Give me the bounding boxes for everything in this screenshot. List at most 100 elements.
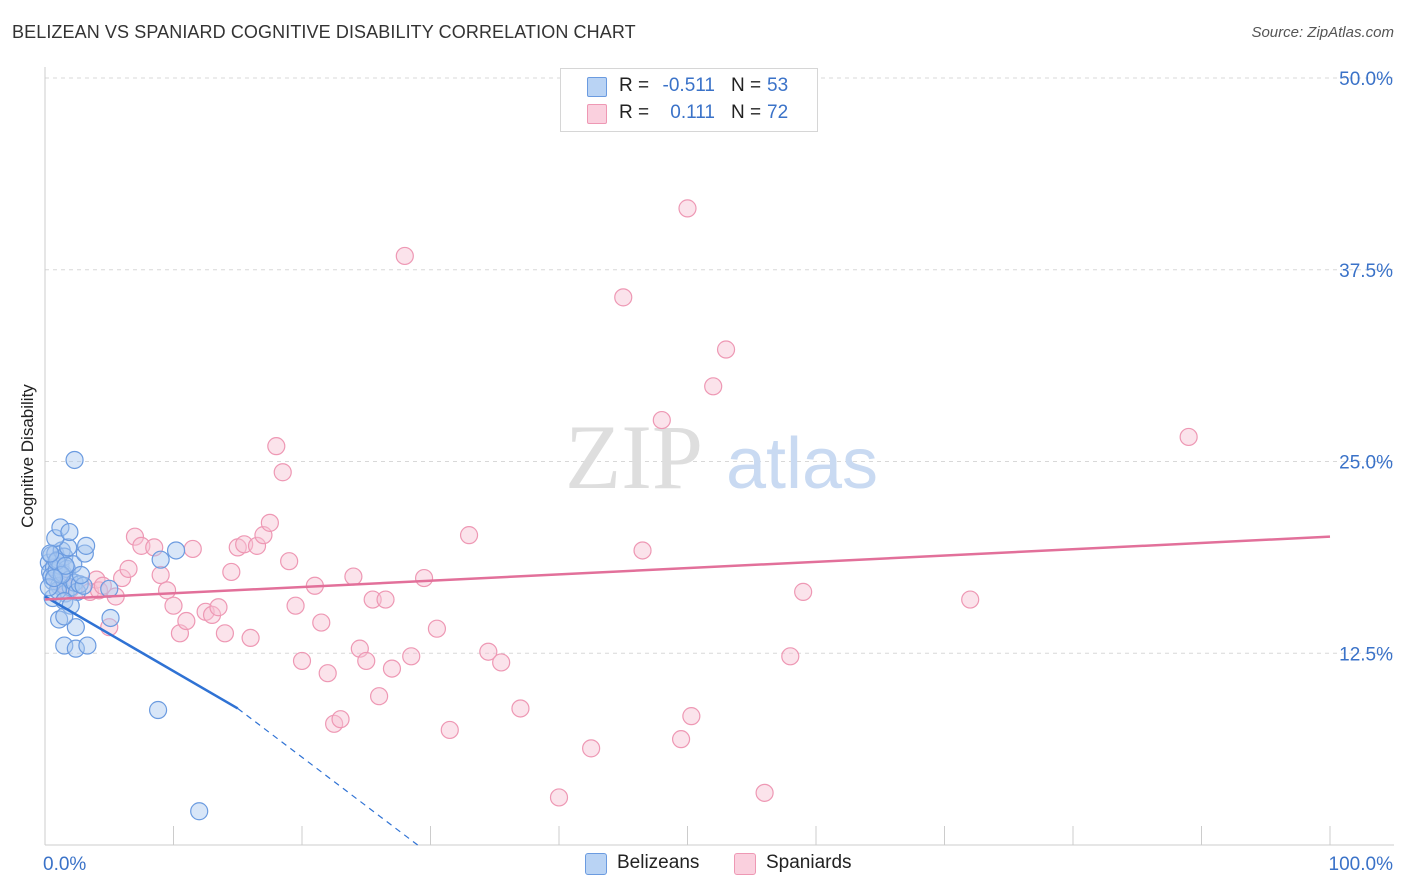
- spaniard-point: [222, 562, 241, 582]
- spaniard-point: [183, 539, 202, 559]
- spaniard-point: [633, 541, 652, 560]
- trend-lines: [44, 535, 1331, 846]
- belizean-point: [151, 550, 170, 569]
- spaniard-point: [260, 513, 279, 532]
- belizean-point: [39, 578, 58, 597]
- spaniard-trend-line: [44, 535, 1331, 601]
- spaniard-point: [312, 613, 331, 632]
- belizean-point: [51, 518, 70, 537]
- legend-r-label: R =: [619, 75, 650, 96]
- spaniard-point: [119, 559, 138, 578]
- spaniard-point: [286, 596, 305, 615]
- spaniard-point: [395, 246, 414, 266]
- legend-label-spaniards: Spaniards: [766, 852, 852, 873]
- spaniard-point: [652, 410, 671, 430]
- spaniard-point: [794, 582, 813, 601]
- legend-swatch-blue: [587, 77, 607, 97]
- watermark-atlas: atlas: [726, 424, 878, 504]
- legend-r-label: R =: [619, 102, 650, 123]
- spaniard-point: [682, 707, 701, 726]
- spaniard-point: [961, 590, 980, 609]
- spaniard-point: [614, 288, 633, 307]
- belizean-point: [190, 802, 209, 821]
- legend-n-value: 72: [767, 102, 789, 123]
- belizean-point: [50, 610, 69, 629]
- belizean-point: [55, 636, 74, 655]
- spaniard-point: [479, 642, 498, 661]
- spaniard-point: [344, 567, 363, 586]
- spaniard-point: [247, 536, 267, 555]
- spaniard-point: [215, 624, 234, 643]
- chart-title: BELIZEAN VS SPANIARD COGNITIVE DISABILIT…: [12, 22, 636, 42]
- spaniard-point: [440, 720, 459, 740]
- spaniard-point: [157, 581, 177, 600]
- y-axis-label: Cognitive Disability: [18, 384, 37, 528]
- belizean-point: [74, 576, 93, 595]
- legend-row-spaniards: R = 0.111 N = 72: [561, 101, 817, 127]
- source-label: Source: ZipAtlas.com: [1251, 24, 1394, 41]
- spaniard-point: [376, 590, 395, 609]
- axes: [44, 67, 1394, 846]
- watermark-zip: ZIP: [565, 406, 703, 508]
- data-points: [39, 199, 1198, 821]
- spaniard-point: [511, 699, 530, 718]
- spaniard-point: [241, 628, 260, 648]
- belizean-point: [100, 579, 119, 598]
- x-tick-label: 0.0%: [43, 854, 86, 875]
- spaniard-point: [325, 714, 344, 733]
- belizean-point: [59, 538, 78, 557]
- belizean-point: [71, 565, 91, 585]
- spaniard-point: [164, 596, 183, 615]
- belizean-point: [66, 618, 85, 637]
- belizean-point: [166, 541, 186, 560]
- y-tick-label: 12.5%: [1339, 644, 1393, 665]
- spaniard-point: [459, 526, 479, 545]
- belizean-point: [66, 639, 85, 658]
- spaniard-point: [125, 527, 145, 546]
- legend-swatch-pink: [587, 104, 607, 124]
- spaniard-point: [318, 664, 337, 683]
- belizean-point: [41, 544, 60, 563]
- spaniard-point: [382, 659, 402, 678]
- belizean-trend-extension: [237, 707, 419, 846]
- spaniard-point: [112, 568, 132, 588]
- legend-swatch-blue: [585, 853, 607, 875]
- spaniard-point: [151, 565, 170, 585]
- x-tick-label: 100.0%: [1329, 854, 1394, 875]
- belizean-point: [65, 450, 84, 470]
- belizean-point: [77, 536, 96, 555]
- spaniard-point: [427, 619, 447, 638]
- legend-swatch-pink: [734, 853, 756, 875]
- legend-r-value: 0.111: [670, 102, 715, 123]
- belizean-point: [44, 568, 64, 588]
- spaniard-point: [357, 651, 376, 671]
- spaniard-point: [678, 199, 697, 218]
- spaniard-point: [292, 651, 312, 671]
- spaniard-point: [582, 739, 601, 758]
- belizean-point: [78, 636, 97, 655]
- correlation-legend: R = -0.511 N = 53 R = 0.111 N = 72: [560, 68, 818, 132]
- spaniard-point: [671, 730, 691, 749]
- spaniard-point: [209, 598, 228, 617]
- y-tick-label: 37.5%: [1339, 261, 1393, 282]
- spaniard-point: [755, 783, 774, 802]
- spaniard-point: [267, 437, 286, 456]
- spaniard-point: [704, 377, 723, 396]
- spaniard-point: [1179, 427, 1198, 447]
- belizean-point: [60, 522, 79, 542]
- spaniard-point: [781, 647, 800, 666]
- legend-n-label: N =: [731, 102, 762, 123]
- spaniard-point: [177, 611, 196, 631]
- legend-label-belizeans: Belizeans: [617, 852, 700, 873]
- spaniard-point: [280, 552, 299, 571]
- belizean-point: [75, 544, 94, 563]
- spaniard-point: [402, 647, 421, 666]
- watermark: ZIP atlas: [565, 406, 878, 508]
- legend-row-belizeans: R = -0.511 N = 53: [561, 74, 817, 100]
- legend-r-value: -0.511: [662, 75, 715, 96]
- spaniard-point: [492, 653, 511, 672]
- spaniard-point: [716, 340, 736, 359]
- belizean-point: [56, 556, 75, 575]
- spaniard-point: [363, 590, 382, 609]
